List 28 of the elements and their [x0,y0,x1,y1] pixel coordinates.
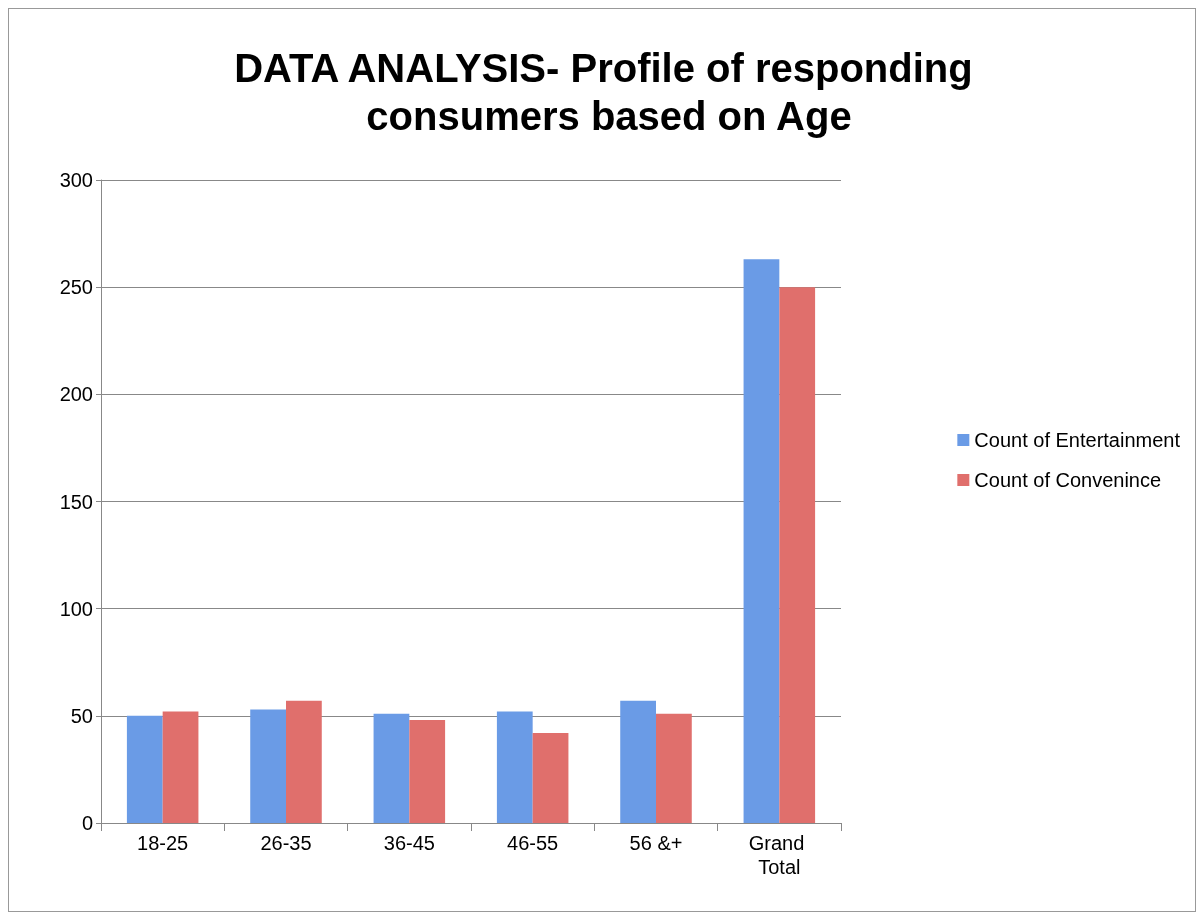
bar [162,711,199,823]
x-tick-label: 56 &+ [629,832,683,854]
bar [743,259,780,823]
y-tick-label: 250 [59,276,93,299]
x-tick-label: 46-55 [507,832,559,854]
x-tick-label: Grand Total [748,832,810,878]
bar [286,700,322,823]
bar [779,287,816,823]
bar [656,713,692,823]
y-tick-label: 150 [59,490,93,513]
y-tick-label: 50 [70,704,93,727]
bar [373,713,410,823]
bar [250,709,286,823]
bar [620,700,656,823]
bar [126,715,163,823]
y-tick-label: 100 [59,597,93,620]
chart-title: DATA ANALYSIS- Profile of responding consumers based on Age [234,46,984,138]
y-tick-label: 300 [59,169,93,191]
x-tick-label: 18-25 [137,832,189,854]
bar [532,732,569,823]
bar [409,720,446,823]
legend-label: Count of Convenince [974,469,1162,491]
bar [496,711,533,823]
legend-label: Count of Entertainment [974,429,1181,451]
y-tick-label: 0 [81,812,93,834]
x-tick-label: 26-35 [260,832,312,854]
x-tick-label: 36-45 [383,832,435,854]
y-tick-label: 200 [59,383,93,406]
